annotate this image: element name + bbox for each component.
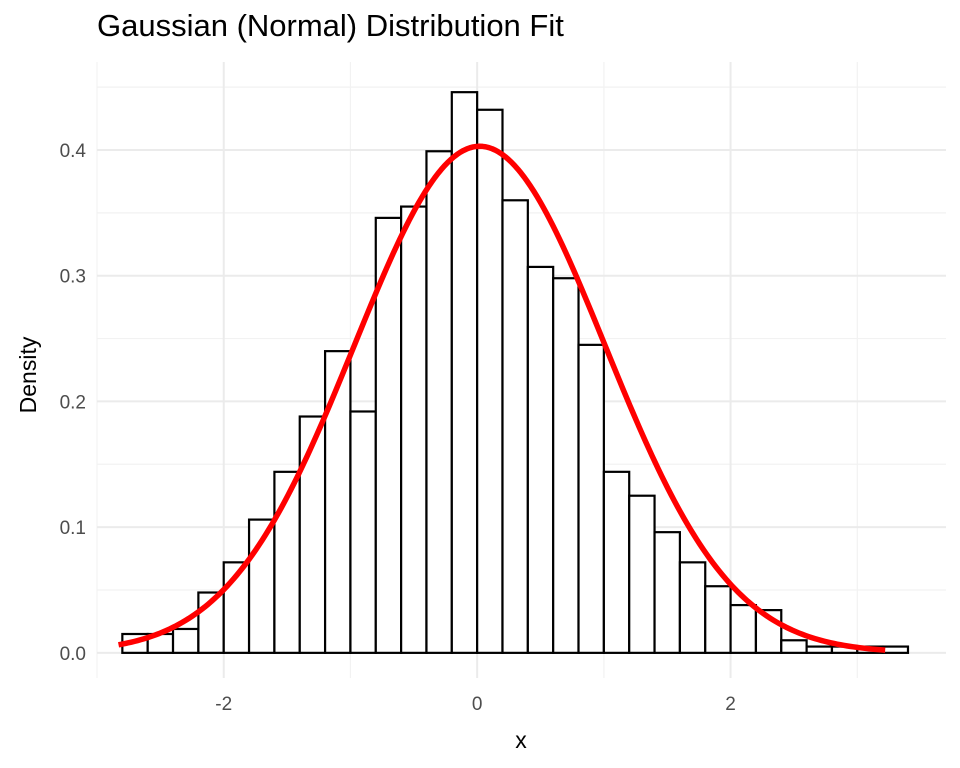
histogram-bar <box>450 91 479 654</box>
x-tick-label: 2 <box>725 694 736 715</box>
y-axis-title: Density <box>15 336 41 413</box>
histogram-bar <box>476 108 504 654</box>
y-tick-label: 0.2 <box>60 392 86 413</box>
y-tick-label: 0.4 <box>60 141 87 162</box>
histogram-bar <box>298 415 327 654</box>
histogram-bar <box>729 603 758 654</box>
x-axis-title: x <box>515 727 527 753</box>
x-tick-label: -2 <box>215 694 232 715</box>
x-tick-label: 0 <box>472 694 483 715</box>
density-curve-layer <box>118 143 886 653</box>
histogram-bar <box>425 150 453 654</box>
y-tick-label: 0.3 <box>60 267 86 288</box>
histogram-bar <box>628 494 656 654</box>
histogram-bar <box>501 199 529 654</box>
histogram-bar <box>577 343 605 654</box>
histogram-bar <box>171 627 200 654</box>
histogram-bar <box>602 470 631 654</box>
histogram-bar <box>881 645 910 654</box>
histogram-bar <box>552 277 580 654</box>
histogram-bar <box>400 205 428 654</box>
histogram-bar <box>323 350 352 654</box>
histogram-bar <box>780 639 808 654</box>
y-tick-label: 0.1 <box>60 518 86 539</box>
y-tick-label: 0.0 <box>60 644 86 665</box>
histogram-bar <box>805 645 834 654</box>
x-axis-ticks: -2 0 2 <box>215 694 736 715</box>
histogram-bar <box>678 561 707 654</box>
histogram-bar <box>653 531 681 654</box>
histogram-bar <box>349 410 377 654</box>
chart-title: Gaussian (Normal) Distribution Fit <box>97 8 564 43</box>
histogram-bar <box>704 585 732 654</box>
normal-density-curve <box>118 143 886 653</box>
histogram-bar <box>526 265 555 654</box>
y-axis-ticks: 0.0 0.1 0.2 0.3 0.4 <box>60 141 87 665</box>
